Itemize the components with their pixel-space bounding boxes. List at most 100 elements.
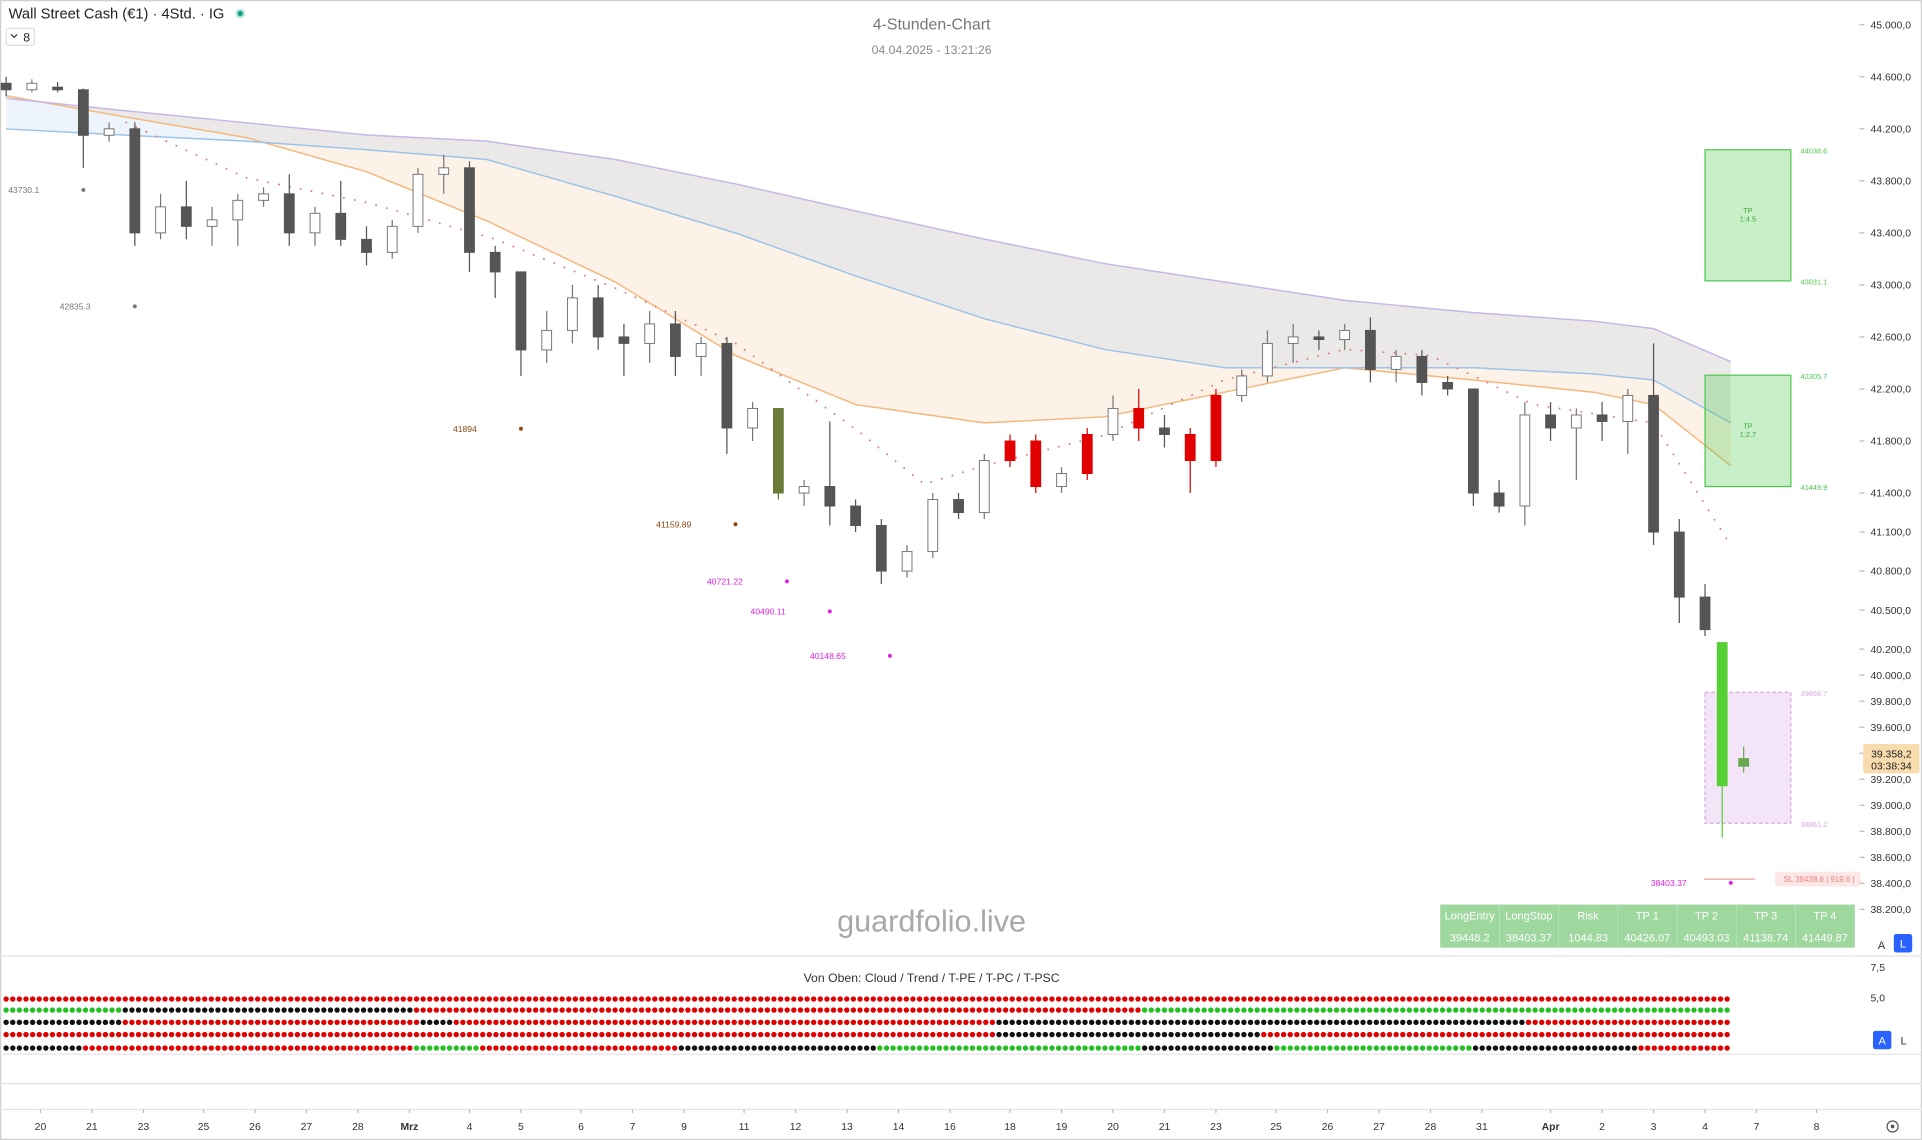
status-dot: [63, 1007, 69, 1013]
status-dot: [56, 1007, 62, 1013]
status-dot: [453, 1019, 459, 1026]
status-dot: [1605, 1031, 1611, 1038]
status-dot: [433, 996, 440, 1002]
status-dot: [1022, 996, 1029, 1002]
status-dot: [711, 1031, 718, 1038]
status-dot: [698, 1007, 704, 1013]
candle-body: [1467, 388, 1479, 494]
status-dot: [1552, 1019, 1558, 1026]
status-dot: [3, 1007, 9, 1013]
status-dot: [1499, 1019, 1505, 1026]
status-dot: [281, 1045, 287, 1051]
status-dot: [288, 1031, 294, 1038]
status-dot: [1671, 996, 1677, 1002]
status-dot: [1366, 1019, 1373, 1026]
status-dot: [724, 1019, 731, 1026]
status-dot: [526, 996, 532, 1002]
status-dot: [1108, 1031, 1115, 1038]
status-dot: [989, 996, 996, 1002]
x-tick-label: 8: [1814, 1122, 1820, 1133]
status-dot: [387, 1031, 393, 1038]
status-dot: [76, 996, 82, 1002]
status-dot: [427, 1031, 433, 1038]
candle-body: [1622, 394, 1634, 422]
box-top-label: 42305.7: [1801, 372, 1828, 381]
status-dot: [321, 1007, 327, 1013]
status-dot: [1300, 1007, 1307, 1013]
status-dot: [1135, 1045, 1141, 1051]
scale-button[interactable]: A: [1878, 940, 1886, 952]
status-dot: [473, 1045, 479, 1051]
status-dot: [314, 996, 320, 1002]
status-dot: [433, 1031, 440, 1038]
status-dot: [1486, 996, 1492, 1002]
status-dot: [1214, 1031, 1221, 1038]
status-dot: [1036, 1031, 1042, 1038]
status-dot: [797, 1019, 804, 1026]
status-dot: [844, 1045, 850, 1051]
status-dot: [652, 1007, 658, 1013]
scale-button[interactable]: L: [1901, 1035, 1907, 1047]
candle-body: [386, 225, 398, 253]
status-dot: [625, 1019, 632, 1026]
status-dot: [678, 1031, 684, 1038]
status-dot: [1340, 1045, 1346, 1051]
status-dot: [989, 1019, 996, 1026]
candle-body: [258, 193, 269, 201]
status-dot: [493, 1031, 499, 1038]
status-dot: [625, 996, 632, 1002]
status-dot: [956, 1019, 962, 1026]
candle-body: [180, 206, 192, 227]
status-dot: [1088, 1007, 1095, 1013]
status-dot: [658, 1045, 665, 1051]
status-dot: [824, 996, 830, 1002]
y-tick-label: 39.000,0: [1871, 801, 1912, 812]
status-dot: [863, 1019, 870, 1026]
status-dot: [69, 1031, 76, 1038]
status-dot: [1221, 996, 1227, 1002]
status-dot: [810, 1045, 817, 1051]
status-dot: [1267, 996, 1274, 1002]
status-dot: [1115, 996, 1121, 1002]
status-dot: [109, 1007, 115, 1013]
status-dot: [744, 1007, 751, 1013]
status-dot: [804, 1019, 810, 1026]
status-dot: [1366, 1007, 1373, 1013]
scale-button[interactable]: A: [1878, 1035, 1886, 1047]
status-dot: [731, 996, 737, 1002]
status-dot: [1307, 1019, 1313, 1026]
status-dot: [1214, 1019, 1221, 1026]
moving-average: [6, 97, 1732, 363]
status-dot: [1558, 1007, 1565, 1013]
gear-icon[interactable]: [1886, 1120, 1899, 1133]
status-dot: [1340, 1031, 1346, 1038]
status-dot: [758, 996, 764, 1002]
status-dot: [175, 996, 181, 1002]
scale-button[interactable]: L: [1900, 939, 1906, 951]
status-dot: [1254, 1019, 1260, 1026]
status-dot: [810, 1007, 817, 1013]
status-dot: [1234, 996, 1240, 1002]
status-dot: [1333, 1019, 1340, 1026]
status-dot: [1406, 1045, 1413, 1051]
status-dot: [228, 1045, 234, 1051]
status-dot: [1241, 996, 1247, 1002]
interval-button[interactable]: [5, 27, 35, 46]
status-dot: [897, 1007, 903, 1013]
status-dot: [705, 996, 711, 1002]
status-dot: [1062, 1045, 1068, 1051]
status-dot: [738, 1007, 744, 1013]
status-dot: [1036, 1007, 1042, 1013]
x-tick-label: 23: [1210, 1122, 1222, 1133]
status-dot: [480, 1045, 486, 1051]
status-dot: [149, 1045, 155, 1051]
scale-button-bg: [1893, 934, 1913, 953]
x-tick-label: 12: [790, 1122, 802, 1133]
status-dot: [1539, 1045, 1545, 1051]
x-tick-label: 23: [138, 1122, 150, 1133]
status-dot: [1069, 1007, 1075, 1013]
status-dot: [1267, 1045, 1274, 1051]
status-dot: [427, 1045, 433, 1051]
status-dot: [949, 996, 956, 1002]
status-dot: [910, 1031, 916, 1038]
